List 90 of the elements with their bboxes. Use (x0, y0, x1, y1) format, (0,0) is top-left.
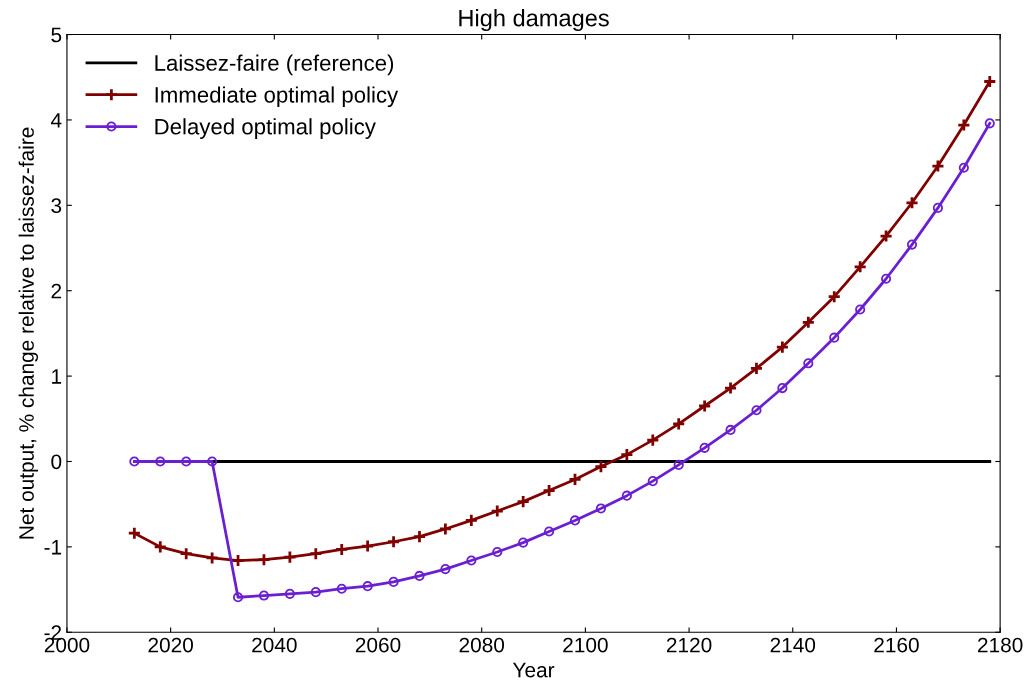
point (284, 588, 295, 599)
y-tick-label: 3 (51, 198, 62, 214)
x-tick-label: 2100 (563, 637, 608, 653)
y-tick-label: 1 (52, 369, 62, 384)
point (257, 552, 271, 567)
point (827, 289, 842, 304)
point (725, 424, 736, 435)
point (207, 456, 218, 467)
y-tick-label: 0 (51, 454, 62, 470)
point (412, 529, 427, 544)
point (855, 304, 866, 315)
point (956, 118, 971, 133)
point (568, 472, 582, 487)
y-tick-label: 4 (50, 113, 62, 128)
point (127, 526, 142, 541)
point (697, 399, 712, 413)
point (801, 315, 816, 330)
point (569, 515, 581, 526)
point (308, 546, 323, 561)
point (930, 159, 945, 173)
legend-label: Delayed optimal policy (155, 118, 376, 139)
y-tick-label: 2 (51, 283, 62, 299)
point (619, 447, 634, 462)
point (881, 273, 892, 284)
point (179, 546, 194, 561)
point (544, 526, 555, 537)
point (362, 581, 373, 592)
x-tick-label: 2080 (459, 637, 505, 653)
point (440, 564, 451, 575)
point (905, 195, 919, 210)
point (334, 542, 349, 557)
legend-label: Laissez-faire (reference) (155, 54, 394, 76)
point (645, 433, 660, 448)
point (803, 358, 814, 369)
point (542, 483, 557, 498)
x-tick-label: 2020 (148, 637, 193, 653)
point (518, 537, 529, 548)
x-tick-label: 2120 (666, 637, 712, 653)
x-tick-label: 2180 (978, 637, 1023, 653)
point (336, 583, 347, 594)
y-axis-title: Net output, % change relative to laissez-faire (18, 127, 39, 539)
point (181, 456, 192, 467)
point (777, 382, 788, 394)
point (310, 587, 321, 598)
point (232, 592, 244, 603)
point (438, 522, 453, 536)
point (723, 381, 738, 395)
point (906, 239, 918, 250)
point (749, 361, 764, 376)
x-tick-label: 2060 (355, 637, 401, 653)
point (414, 570, 425, 581)
point (129, 456, 140, 467)
y-tick-label: 5 (51, 27, 62, 43)
x-tick-label: 2040 (252, 637, 297, 653)
point (231, 553, 245, 568)
point (155, 456, 166, 467)
point (958, 162, 969, 173)
point (360, 539, 375, 553)
point (595, 503, 607, 514)
y-tick-label: -1 (44, 540, 62, 555)
x-tick-label: 2160 (874, 637, 919, 653)
point (932, 202, 943, 213)
x-axis-title: Year (512, 662, 555, 678)
point (621, 490, 632, 501)
point (671, 416, 686, 431)
point (258, 590, 270, 601)
point (466, 555, 477, 566)
point (492, 546, 503, 558)
point (153, 539, 168, 554)
point (516, 494, 531, 509)
point (490, 504, 505, 518)
point (879, 229, 894, 244)
point (647, 476, 658, 487)
point (853, 259, 868, 274)
chart-title: High damages (459, 9, 609, 32)
point (388, 576, 399, 587)
x-tick-label: 2140 (770, 637, 816, 653)
point (982, 74, 997, 89)
point (673, 459, 684, 470)
point (984, 118, 995, 129)
point (775, 340, 790, 355)
point (593, 459, 608, 474)
point (282, 550, 297, 565)
point (829, 332, 840, 343)
point (205, 551, 220, 565)
point (386, 534, 401, 549)
point (751, 405, 762, 416)
point (699, 442, 710, 453)
legend-label: Immediate optimal policy (155, 86, 399, 108)
point (464, 513, 479, 528)
